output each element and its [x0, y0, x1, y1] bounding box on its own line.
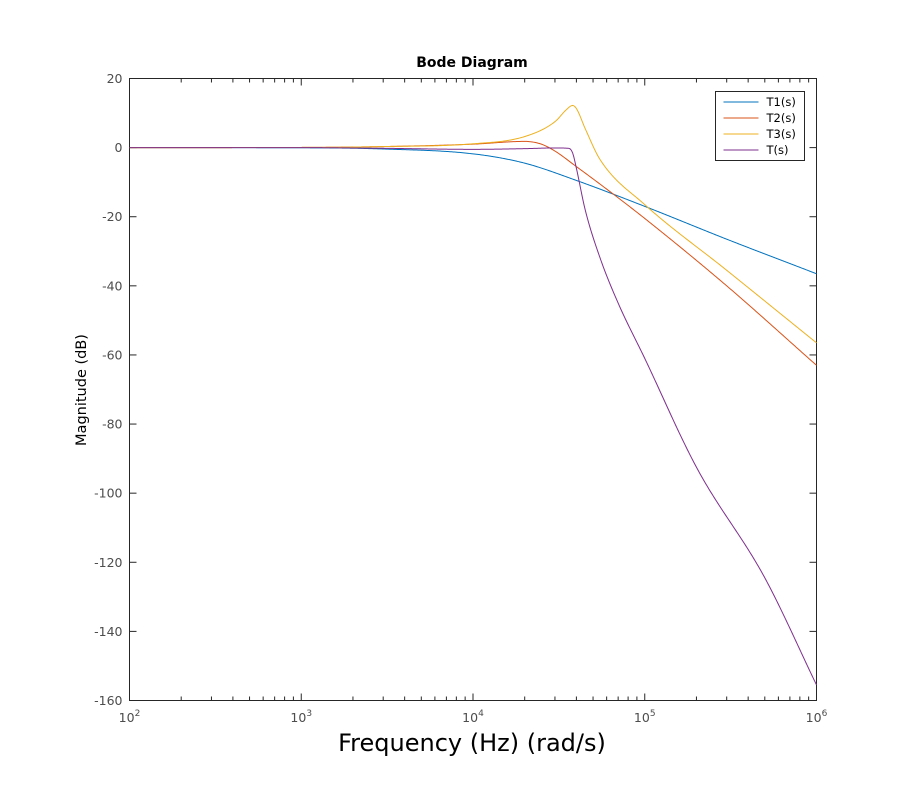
y-tick-label: -120 — [94, 555, 122, 570]
y-tick-label: -160 — [94, 693, 122, 708]
series-lines — [129, 104, 817, 686]
y-tick-label: -60 — [102, 347, 122, 362]
y-tick-label: -40 — [102, 278, 122, 293]
legend: T1(s) T2(s) T3(s) T(s) — [715, 91, 805, 161]
y-tick-label: 20 — [107, 71, 123, 86]
x-tick-label: 105 — [634, 709, 656, 725]
legend-label: T3(s) — [766, 127, 796, 141]
y-tick-label: -20 — [102, 209, 122, 224]
chart-title: Bode Diagram — [416, 55, 528, 71]
legend-label: T1(s) — [766, 95, 796, 109]
x-tick-label: 104 — [462, 709, 484, 725]
legend-label: T2(s) — [766, 111, 796, 125]
series-line-4 — [129, 147, 817, 686]
plot-area — [129, 78, 817, 701]
y-tick-labels: 20 0 -20 -40 -60 -80 -100 -120 -140 -160 — [94, 71, 122, 708]
x-tick-label: 103 — [290, 709, 312, 725]
legend-label: T(s) — [766, 143, 789, 157]
y-tick-label: -80 — [102, 417, 122, 432]
y-tick-label: 0 — [115, 140, 123, 155]
y-axis-label: Magnitude (dB) — [74, 334, 90, 446]
y-tick-label: -100 — [94, 486, 122, 501]
axis-ticks — [129, 78, 817, 701]
legend-box — [715, 91, 805, 161]
y-tick-label: -140 — [94, 624, 122, 639]
x-tick-label: 106 — [806, 709, 828, 725]
x-tick-label: 102 — [119, 709, 141, 725]
x-axis-label: Frequency (Hz) (rad/s) — [338, 729, 606, 757]
x-tick-labels: 102 103 104 105 106 — [119, 709, 828, 725]
